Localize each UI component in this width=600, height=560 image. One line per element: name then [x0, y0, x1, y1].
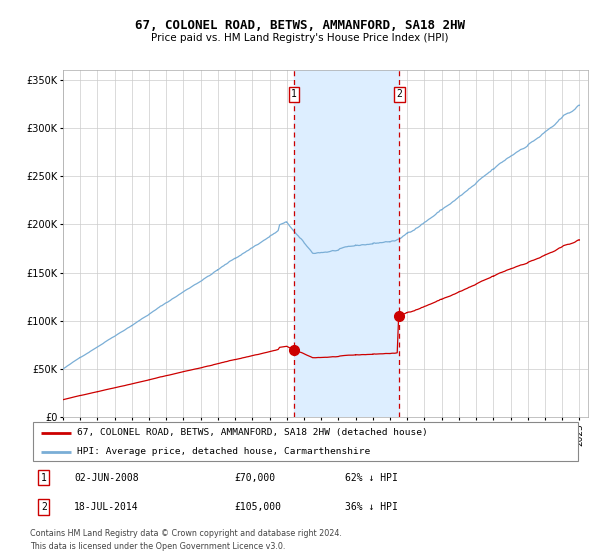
Text: 1: 1 [41, 473, 47, 483]
Text: 02-JUN-2008: 02-JUN-2008 [74, 473, 139, 483]
Text: £105,000: £105,000 [234, 502, 281, 512]
Text: 1: 1 [291, 89, 297, 99]
Text: HPI: Average price, detached house, Carmarthenshire: HPI: Average price, detached house, Carm… [77, 447, 370, 456]
FancyBboxPatch shape [33, 422, 578, 461]
Text: 67, COLONEL ROAD, BETWS, AMMANFORD, SA18 2HW (detached house): 67, COLONEL ROAD, BETWS, AMMANFORD, SA18… [77, 428, 428, 437]
Text: 67, COLONEL ROAD, BETWS, AMMANFORD, SA18 2HW: 67, COLONEL ROAD, BETWS, AMMANFORD, SA18… [135, 18, 465, 32]
Text: Price paid vs. HM Land Registry's House Price Index (HPI): Price paid vs. HM Land Registry's House … [151, 33, 449, 43]
Text: 36% ↓ HPI: 36% ↓ HPI [344, 502, 398, 512]
Bar [294, 70, 400, 417]
Text: 18-JUL-2014: 18-JUL-2014 [74, 502, 139, 512]
Text: £70,000: £70,000 [234, 473, 275, 483]
Text: Contains HM Land Registry data © Crown copyright and database right 2024.
This d: Contains HM Land Registry data © Crown c… [30, 529, 342, 550]
Text: 2: 2 [397, 89, 402, 99]
Text: 62% ↓ HPI: 62% ↓ HPI [344, 473, 398, 483]
Text: 2: 2 [41, 502, 47, 512]
